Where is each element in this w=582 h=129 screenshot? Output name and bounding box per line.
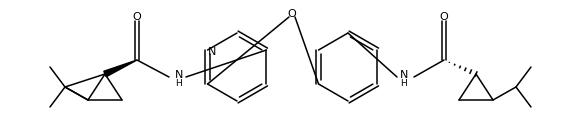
Text: O: O bbox=[288, 9, 296, 19]
Text: O: O bbox=[133, 12, 141, 22]
Text: H: H bbox=[400, 79, 407, 87]
Text: H: H bbox=[176, 79, 182, 87]
Text: O: O bbox=[439, 12, 448, 22]
Text: N: N bbox=[175, 70, 183, 80]
Polygon shape bbox=[104, 60, 137, 77]
Text: N: N bbox=[208, 47, 217, 57]
Text: N: N bbox=[400, 70, 408, 80]
